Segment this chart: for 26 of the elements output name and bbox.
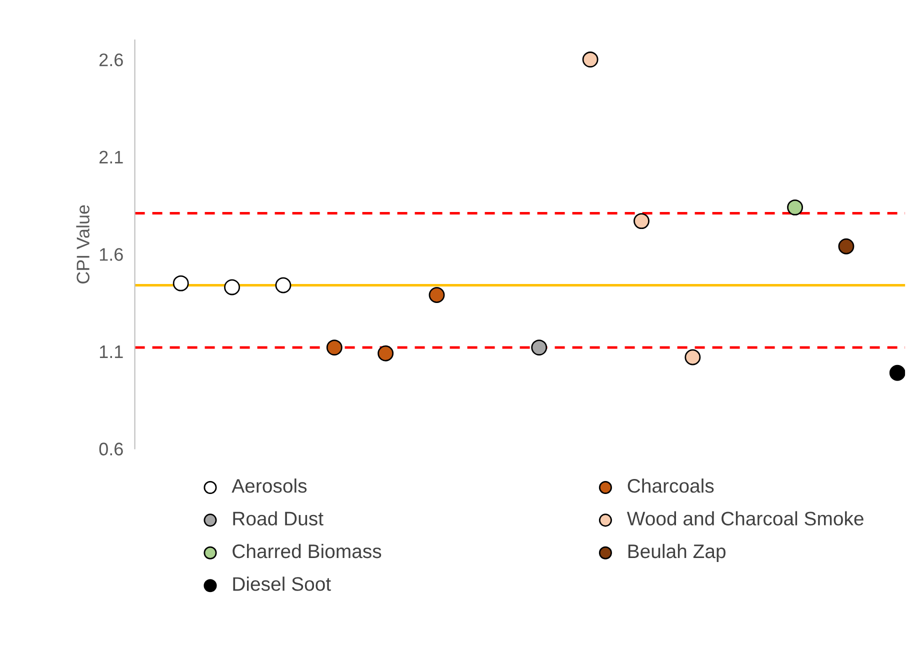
point bbox=[582, 52, 598, 68]
point bbox=[889, 364, 906, 381]
legend-label: Charcoals bbox=[628, 478, 714, 493]
y-tick-label: 2.1 bbox=[100, 150, 123, 164]
y-axis-title: CPI Value bbox=[76, 205, 90, 284]
y-tick-label: 1.1 bbox=[100, 346, 123, 358]
point bbox=[275, 277, 292, 294]
point bbox=[326, 340, 342, 356]
legend-label: Aerosols bbox=[232, 478, 307, 493]
point bbox=[531, 340, 548, 356]
y-tick-label: 0.6 bbox=[99, 442, 123, 456]
legend-label: Road Dust bbox=[233, 511, 324, 526]
point bbox=[378, 345, 394, 362]
point bbox=[787, 199, 804, 216]
point bbox=[684, 349, 701, 366]
y-tick-label: 2.6 bbox=[100, 53, 123, 66]
y-tick-label: 1.6 bbox=[100, 248, 123, 261]
legend-label: Wood and Charcoal Smoke bbox=[626, 511, 864, 526]
point bbox=[172, 275, 189, 292]
point bbox=[224, 279, 240, 296]
point bbox=[838, 238, 854, 254]
point bbox=[634, 213, 650, 230]
legend-label: Charred Biomass bbox=[232, 544, 382, 558]
point bbox=[428, 287, 445, 303]
legend-label: Diesel Soot bbox=[233, 576, 331, 591]
legend-label: Beulah Zap bbox=[628, 544, 726, 562]
